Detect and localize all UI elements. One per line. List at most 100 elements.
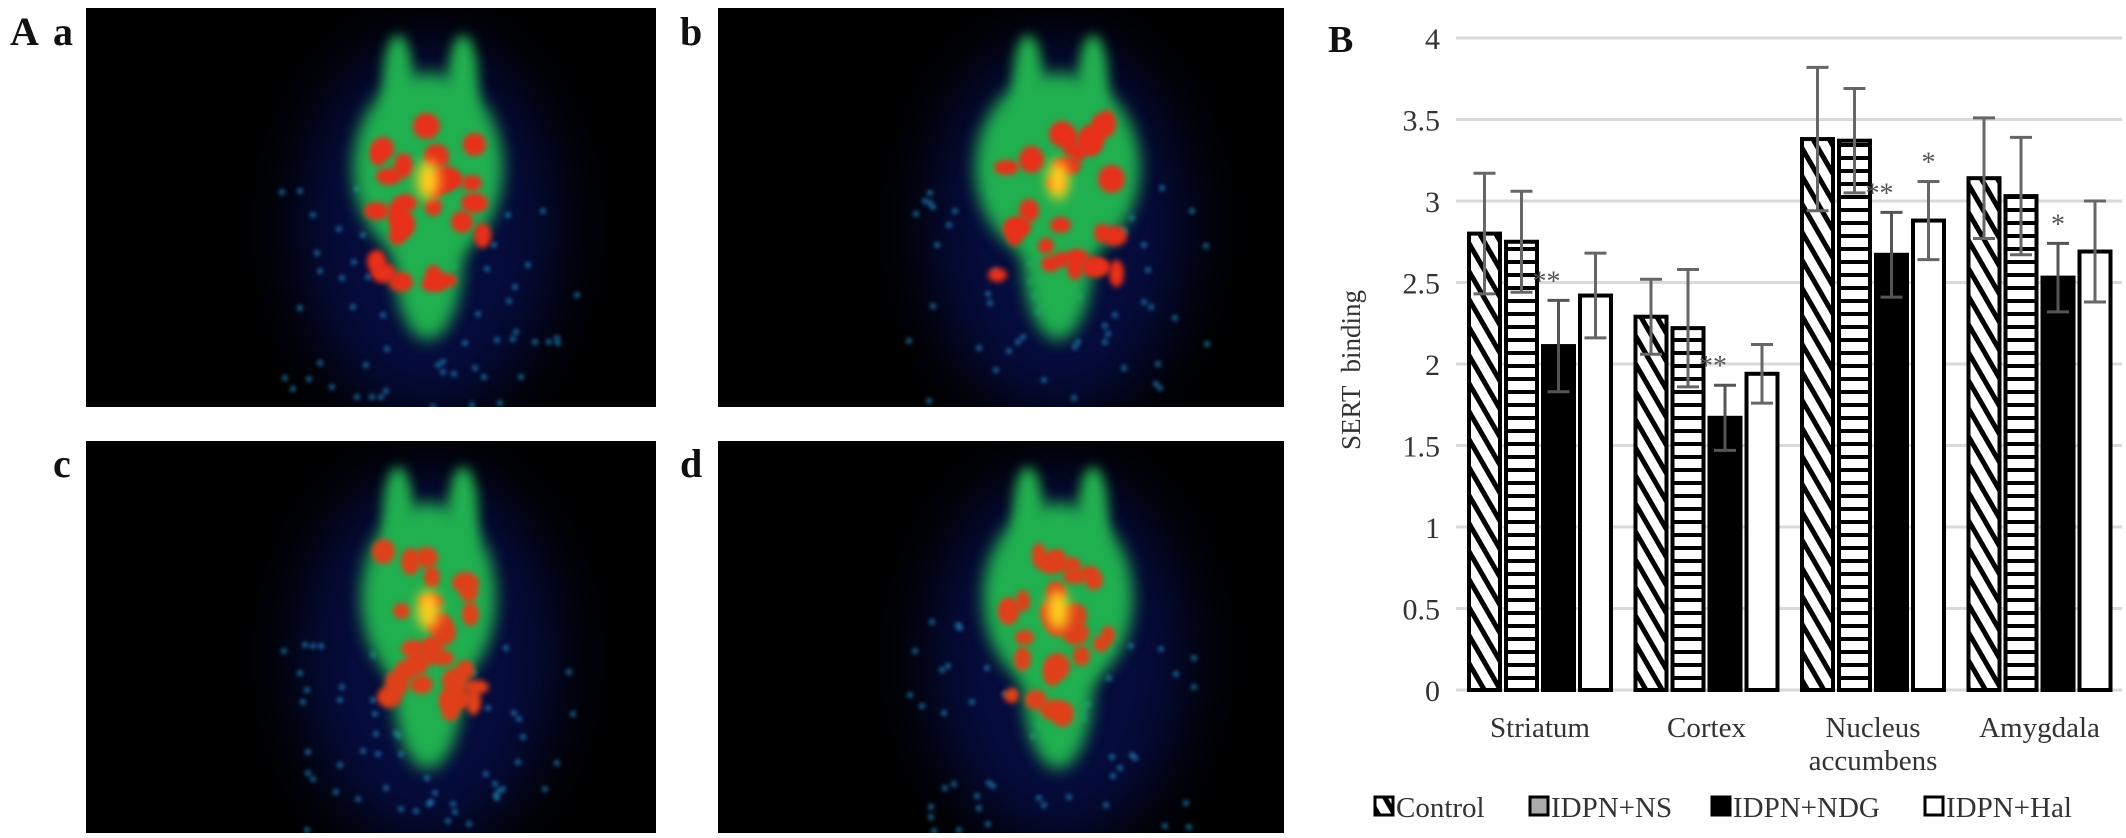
pet-signal	[1204, 340, 1211, 347]
pet-signal	[305, 375, 312, 382]
pet-signal	[422, 640, 440, 665]
pet-signal	[304, 749, 311, 756]
pet-signal	[975, 344, 982, 351]
pet-signal	[1015, 630, 1034, 645]
pet-signal	[983, 665, 990, 672]
pet-signal	[441, 697, 460, 722]
pet-signal	[328, 384, 335, 391]
pet-signal	[945, 662, 952, 669]
legend-swatch	[1373, 795, 1395, 817]
pet-signal	[911, 647, 918, 654]
legend-swatch	[1923, 795, 1945, 817]
pet-signal	[363, 362, 370, 369]
pet-signal	[1093, 636, 1109, 653]
pet-signal	[1072, 646, 1091, 666]
pet-signal	[413, 807, 420, 814]
bar	[1744, 371, 1780, 692]
bar	[1541, 344, 1576, 692]
pet-signal	[1038, 237, 1055, 254]
pet-signal	[499, 786, 506, 793]
pet-signal	[928, 803, 935, 810]
pet-signal	[424, 197, 443, 217]
pet-signal	[432, 789, 439, 796]
pet-signal	[354, 795, 361, 802]
pet-signal	[369, 696, 376, 703]
pet-signal	[945, 221, 952, 228]
pet-signal	[929, 618, 936, 625]
pet-signal	[461, 601, 479, 627]
pet-signal	[994, 160, 1020, 175]
pet-signal	[1025, 690, 1048, 710]
pet-signal	[282, 374, 289, 381]
bar	[1504, 239, 1539, 692]
pet-signal	[514, 758, 521, 765]
pet-signal	[1144, 267, 1151, 274]
pet-signal	[374, 750, 381, 757]
pet-signal	[921, 198, 928, 205]
pet-signal	[565, 669, 572, 676]
pet-signal	[1162, 823, 1169, 830]
pet-signal	[424, 775, 431, 782]
y-tick-label: 3.5	[1403, 105, 1441, 138]
pet-signal	[1171, 315, 1178, 322]
pet-signal	[1011, 217, 1031, 236]
pet-signal	[338, 684, 345, 691]
pet-signal	[392, 602, 411, 620]
pet-signal	[942, 785, 949, 792]
pet-signal	[1050, 217, 1072, 233]
pet-signal	[1020, 333, 1027, 340]
pet-signal	[929, 204, 936, 211]
pet-signal	[440, 369, 446, 376]
pet-signal	[417, 159, 439, 200]
pet-signal	[1154, 360, 1161, 367]
bar	[2003, 194, 2039, 693]
pet-signal	[281, 647, 288, 654]
pet-signal	[969, 699, 976, 706]
pet-signal	[1140, 241, 1147, 248]
pet-signal	[955, 622, 962, 629]
pet-signal	[1081, 257, 1107, 278]
bar	[1966, 176, 2002, 692]
pet-signal	[934, 241, 941, 248]
pet-image-d	[718, 441, 1284, 833]
pet-signal	[469, 402, 476, 407]
x-tick-label: Nucleus	[1825, 712, 1920, 744]
pet-signal	[1121, 365, 1128, 372]
pet-signal	[383, 387, 390, 394]
pet-signal	[1019, 145, 1044, 173]
pet-signal	[985, 290, 992, 297]
pet-signal	[532, 339, 539, 346]
pet-signal	[461, 339, 468, 346]
pet-signal	[359, 748, 366, 754]
pet-signal	[1156, 385, 1163, 392]
pet-signal	[1108, 753, 1115, 760]
pet-signal	[554, 340, 561, 347]
pet-signal	[1111, 312, 1118, 319]
pet-signal	[1110, 773, 1117, 780]
pet-signal	[303, 826, 310, 833]
pet-signal	[351, 258, 358, 265]
pet-signal	[511, 283, 518, 290]
pet-signal	[302, 642, 309, 649]
pet-signal	[1152, 380, 1159, 387]
pet-signal	[1015, 589, 1031, 612]
panel-b-label: B	[1328, 19, 1354, 61]
pet-signal	[318, 642, 325, 649]
pet-signal	[470, 669, 477, 676]
pet-signal	[1108, 260, 1124, 287]
pet-signal	[1051, 700, 1074, 727]
image-c-label: c	[53, 441, 71, 486]
pet-signal	[998, 597, 1019, 626]
pet-signal	[297, 305, 304, 312]
pet-signal	[987, 267, 1008, 282]
pet-signal	[490, 242, 497, 249]
pet-signal	[309, 642, 316, 649]
pet-signal	[1127, 642, 1134, 649]
pet-signal	[927, 200, 934, 207]
pet-signal	[1128, 752, 1135, 759]
pet-signal	[492, 791, 499, 798]
bar	[1800, 137, 1835, 692]
pet-signal	[554, 760, 561, 767]
pet-signal	[1101, 323, 1108, 330]
image-a-label: a	[53, 9, 73, 54]
